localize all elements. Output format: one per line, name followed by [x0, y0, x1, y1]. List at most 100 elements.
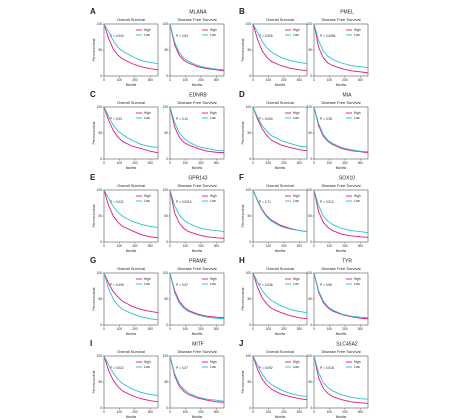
x-tick-label: 0 — [313, 327, 315, 331]
y-tick-label: 100 — [307, 188, 313, 192]
survival-curve — [169, 106, 225, 152]
plot-title: Disease Free Survival — [177, 17, 216, 22]
legend-label: Low — [144, 33, 151, 37]
p-value: P = 0.012 — [320, 200, 334, 204]
legend-label: High — [210, 28, 217, 32]
gene-name: PRAME — [189, 258, 207, 264]
x-tick-label: 300 — [297, 78, 303, 82]
p-value: P = 0.092 — [259, 366, 273, 370]
x-axis-label: Months — [126, 332, 137, 336]
plot-title: Overall Survival — [117, 17, 145, 22]
legend-label: High — [293, 28, 300, 32]
x-tick-label: 300 — [214, 161, 220, 165]
y-axis-label: Percent survival — [241, 287, 245, 310]
y-tick-label: 0 — [310, 157, 312, 161]
y-tick-label: 0 — [100, 157, 102, 161]
x-tick-label: 200 — [198, 244, 204, 248]
y-tick-label: 100 — [163, 354, 169, 358]
x-tick-label: 0 — [103, 244, 105, 248]
x-tick-label: 200 — [281, 244, 287, 248]
y-tick-label: 50 — [247, 380, 251, 384]
plot-title: Overall Survival — [266, 183, 294, 188]
x-tick-label: 200 — [132, 78, 138, 82]
x-axis-label: Months — [275, 83, 286, 87]
y-tick-label: 50 — [308, 297, 312, 301]
y-tick-label: 0 — [166, 74, 168, 78]
x-tick-label: 0 — [313, 78, 315, 82]
plot-title: Overall Survival — [266, 17, 294, 22]
plot-title: Overall Survival — [117, 266, 145, 271]
p-value: P = 0.022 — [110, 366, 124, 370]
survival-curve — [169, 23, 225, 72]
plot-title: Disease Free Survival — [177, 266, 216, 271]
y-tick-label: 100 — [163, 271, 169, 275]
survival-curve — [103, 189, 159, 228]
y-tick-label: 50 — [247, 297, 251, 301]
x-axis-label: Months — [275, 249, 286, 253]
survival-curve — [252, 189, 308, 233]
legend-label: Low — [293, 199, 300, 203]
x-axis-label: Months — [192, 83, 203, 87]
y-tick-label: 0 — [310, 74, 312, 78]
survival-curve — [169, 355, 225, 402]
gene-name: EDNRB — [189, 92, 207, 98]
survival-curve — [103, 23, 159, 64]
y-axis-label: Percent survival — [92, 38, 96, 61]
x-tick-label: 100 — [266, 161, 272, 165]
p-value: P = 0.0019 — [176, 200, 192, 204]
survival-curve — [103, 189, 159, 239]
p-value: P = 0.043 — [110, 34, 124, 38]
y-tick-label: 0 — [310, 240, 312, 244]
survival-curve — [313, 23, 369, 69]
x-tick-label: 100 — [327, 244, 333, 248]
plot-title: Overall Survival — [266, 266, 294, 271]
plot-title: Overall Survival — [266, 100, 294, 105]
x-tick-label: 100 — [183, 410, 189, 414]
plot-title: Disease Free Survival — [321, 349, 360, 354]
x-tick-label: 100 — [327, 78, 333, 82]
survival-curve — [313, 189, 369, 238]
x-tick-label: 300 — [148, 327, 154, 331]
y-tick-label: 100 — [246, 105, 252, 109]
legend-label: High — [293, 277, 300, 281]
survival-curve — [252, 106, 308, 152]
survival-curve — [169, 355, 225, 403]
x-tick-label: 0 — [103, 161, 105, 165]
x-tick-label: 0 — [252, 78, 254, 82]
legend-label: High — [354, 28, 361, 32]
p-value: P = 0.036 — [259, 283, 273, 287]
y-tick-label: 50 — [98, 214, 102, 218]
legend-label: Low — [210, 199, 217, 203]
y-tick-label: 50 — [308, 131, 312, 135]
plot-title: Disease Free Survival — [321, 266, 360, 271]
x-tick-label: 0 — [169, 78, 171, 82]
gene-name: PMEL — [340, 9, 354, 15]
x-tick-label: 200 — [198, 410, 204, 414]
x-axis-label: Months — [192, 415, 203, 419]
plot-title: Overall Survival — [117, 183, 145, 188]
legend-label: Low — [210, 282, 217, 286]
legend-label: High — [354, 194, 361, 198]
x-tick-label: 300 — [148, 244, 154, 248]
y-tick-label: 50 — [308, 380, 312, 384]
legend-label: High — [144, 360, 151, 364]
y-tick-label: 50 — [164, 131, 168, 135]
y-tick-label: 50 — [247, 131, 251, 135]
y-tick-label: 50 — [164, 297, 168, 301]
x-tick-label: 300 — [358, 327, 364, 331]
legend-label: Low — [144, 365, 151, 369]
y-tick-label: 0 — [100, 240, 102, 244]
survival-curve — [252, 355, 308, 398]
x-tick-label: 0 — [169, 244, 171, 248]
x-tick-label: 200 — [132, 161, 138, 165]
survival-curve — [252, 106, 308, 148]
x-tick-label: 100 — [117, 410, 123, 414]
legend-label: High — [293, 111, 300, 115]
y-tick-label: 0 — [249, 157, 251, 161]
panel-label: B — [239, 7, 245, 16]
survival-curve — [313, 189, 369, 234]
y-axis-label: Percent survival — [92, 204, 96, 227]
p-value: P = 0.050 — [259, 117, 273, 121]
legend-label: Low — [293, 116, 300, 120]
x-axis-label: Months — [336, 415, 347, 419]
